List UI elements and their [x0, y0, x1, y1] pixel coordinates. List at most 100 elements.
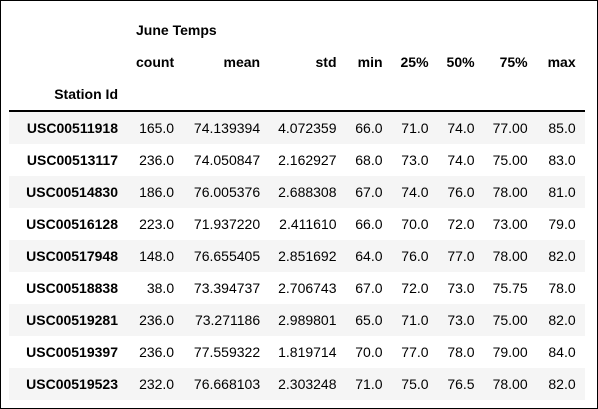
- column-group-header: June Temps: [136, 22, 217, 38]
- dataframe-table: June Temps count mean std min 25% 50% 75…: [9, 14, 585, 400]
- cell-50pct: 76.5: [447, 376, 475, 392]
- cell-25pct: 70.0: [401, 216, 429, 232]
- cell-count: 148.0: [139, 248, 175, 264]
- cell-50pct: 74.0: [447, 152, 475, 168]
- cell-mean: 73.271186: [194, 312, 261, 328]
- column-header-50pct: 50%: [446, 54, 475, 70]
- column-header-25pct: 25%: [400, 54, 429, 70]
- cell-max: 82.0: [548, 248, 576, 264]
- cell-25pct: 74.0: [401, 184, 429, 200]
- cell-mean: 71.937220: [193, 216, 261, 232]
- cell-50pct: 73.0: [447, 280, 475, 296]
- cell-75pct: 79.00: [492, 344, 528, 360]
- row-station-id: USC00513117: [26, 152, 118, 168]
- table-row: USC00511918 165.0 74.139394 4.072359 66.0 71.…: [9, 111, 585, 144]
- header-blank-cell: [127, 78, 184, 112]
- cell-75pct: 75.00: [492, 152, 528, 168]
- cell-std: 2.851692: [278, 248, 337, 264]
- row-station-id: USC00516128: [26, 216, 118, 232]
- column-header-75pct: 75%: [499, 54, 528, 70]
- column-header-count: count: [136, 54, 175, 70]
- row-station-id: USC00519281: [26, 312, 118, 328]
- cell-count: 165.0: [139, 120, 175, 136]
- header-blank-cell: [345, 78, 392, 112]
- header-blank-cell: [536, 78, 585, 112]
- cell-std: 2.706743: [278, 280, 337, 296]
- header-row-index: Station Id: [9, 78, 585, 112]
- table-row: USC00519281 236.0 73.271186 2.989801 65.0 71.…: [9, 304, 585, 336]
- cell-min: 71.0: [355, 376, 383, 392]
- table-header: June Temps count mean std min 25% 50% 75…: [9, 14, 585, 112]
- column-header-max: max: [547, 54, 576, 70]
- cell-min: 67.0: [355, 184, 383, 200]
- row-station-id: USC00514830: [26, 184, 118, 200]
- header-row-columns: count mean std min 25% 50% 75% max: [9, 46, 585, 78]
- cell-min: 68.0: [355, 152, 383, 168]
- table-row: USC00519397 236.0 77.559322 1.819714 70.0 77.…: [9, 336, 585, 368]
- row-station-id: USC00518838: [26, 280, 118, 296]
- header-blank-cell: [9, 14, 127, 46]
- cell-min: 65.0: [355, 312, 383, 328]
- cell-min: 70.0: [355, 344, 383, 360]
- cell-min: 66.0: [355, 216, 383, 232]
- table-row: USC00513117 236.0 74.050847 2.162927 68.0 73.…: [9, 144, 585, 176]
- cell-75pct: 78.00: [492, 376, 528, 392]
- cell-mean: 76.655405: [193, 248, 261, 264]
- column-header-mean: mean: [223, 54, 261, 70]
- header-blank-cell: [269, 78, 346, 112]
- cell-50pct: 73.0: [447, 312, 475, 328]
- table-row: USC00518838 38.0 73.394737 2.706743 67.0 72.0…: [9, 272, 585, 304]
- cell-min: 66.0: [355, 120, 383, 136]
- cell-min: 64.0: [355, 248, 383, 264]
- cell-std: 1.819714: [278, 344, 337, 360]
- row-station-id: USC00519397: [26, 344, 118, 360]
- cell-25pct: 75.0: [401, 376, 429, 392]
- cell-max: 82.0: [548, 312, 576, 328]
- header-blank-cell: [183, 78, 270, 112]
- cell-max: 83.0: [548, 152, 576, 168]
- header-blank-cell: [483, 78, 537, 112]
- cell-max: 85.0: [548, 120, 576, 136]
- cell-count: 236.0: [139, 152, 175, 168]
- index-name-header: Station Id: [9, 78, 127, 112]
- cell-mean: 76.668103: [193, 376, 261, 392]
- cell-25pct: 73.0: [401, 152, 429, 168]
- cell-count: 186.0: [139, 184, 175, 200]
- cell-max: 84.0: [548, 344, 576, 360]
- cell-min: 67.0: [355, 280, 383, 296]
- cell-std: 2.162927: [278, 152, 337, 168]
- row-station-id: USC00517948: [26, 248, 118, 264]
- cell-50pct: 76.0: [447, 184, 475, 200]
- cell-mean: 76.005376: [193, 184, 261, 200]
- header-blank-cell: [437, 78, 484, 112]
- table-row: USC00519523 232.0 76.668103 2.303248 71.0 75.…: [9, 368, 585, 400]
- cell-mean: 73.394737: [193, 280, 261, 296]
- cell-max: 78.0: [548, 280, 576, 296]
- cell-25pct: 71.0: [401, 312, 429, 328]
- cell-50pct: 78.0: [447, 344, 475, 360]
- cell-25pct: 71.0: [401, 120, 429, 136]
- cell-50pct: 77.0: [447, 248, 475, 264]
- cell-max: 81.0: [548, 184, 576, 200]
- cell-mean: 74.139394: [193, 120, 261, 136]
- cell-std: 2.411610: [279, 216, 337, 232]
- cell-75pct: 75.75: [492, 280, 528, 296]
- column-header-std: std: [315, 54, 337, 70]
- cell-std: 4.072359: [278, 120, 337, 136]
- cell-count: 236.0: [139, 344, 175, 360]
- header-blank-cell: [391, 78, 438, 112]
- cell-25pct: 76.0: [401, 248, 429, 264]
- cell-75pct: 75.00: [492, 312, 528, 328]
- row-station-id: USC00519523: [26, 376, 118, 392]
- table-body: USC00511918 165.0 74.139394 4.072359 66.0 71.…: [9, 111, 585, 400]
- header-row-group: June Temps: [9, 14, 585, 46]
- cell-count: 223.0: [139, 216, 175, 232]
- cell-mean: 74.050847: [193, 152, 261, 168]
- cell-max: 82.0: [548, 376, 576, 392]
- cell-std: 2.989801: [278, 312, 337, 328]
- table-row: USC00517948 148.0 76.655405 2.851692 64.0 76.…: [9, 240, 585, 272]
- cell-50pct: 72.0: [447, 216, 475, 232]
- table-row: USC00514830 186.0 76.005376 2.688308 67.0 74.…: [9, 176, 585, 208]
- cell-std: 2.688308: [278, 184, 337, 200]
